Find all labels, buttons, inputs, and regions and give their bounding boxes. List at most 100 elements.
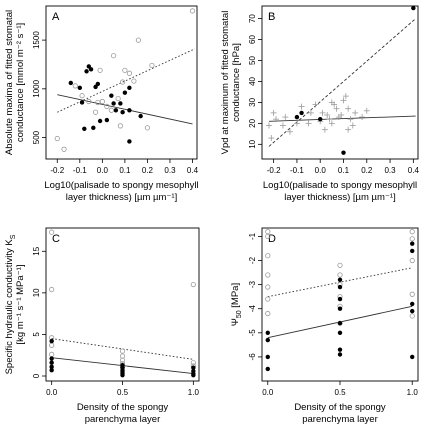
data-point-open	[61, 146, 67, 152]
x-tick-label: 0.2	[361, 166, 373, 175]
y-axis-label-text: conductance [mmol m⁻² s⁻¹]	[15, 23, 26, 142]
x-tick-label: 0.2	[142, 166, 154, 175]
data-point-cross	[307, 109, 314, 116]
data-point-open	[79, 93, 85, 99]
panel-label: A	[52, 11, 60, 23]
data-point-open	[189, 8, 196, 14]
data-point-filled	[410, 354, 415, 360]
fit-line-dotted	[267, 267, 413, 298]
x-tick-label: 0.5	[117, 388, 129, 397]
x-axis-label: Density of the spongy	[294, 402, 386, 413]
data-point-open	[149, 62, 155, 69]
data-point-filled	[337, 296, 343, 302]
data-point-cross	[286, 128, 293, 135]
data-point-cross	[345, 105, 352, 112]
y-tick-label: 10	[32, 288, 41, 297]
y-tick-label: 10	[248, 139, 257, 148]
data-point-cross	[298, 103, 305, 110]
y-tick-label: 40	[248, 76, 257, 85]
y-tick-label: -5	[248, 329, 257, 337]
data-point-open	[265, 296, 271, 302]
x-tick-label: -0.2	[50, 166, 64, 175]
data-point-open	[119, 357, 126, 363]
data-point-cross	[272, 116, 279, 123]
y-tick-label: -6	[248, 353, 257, 361]
data-point-filled	[337, 284, 343, 290]
data-point-open	[409, 236, 415, 242]
data-point-filled	[337, 352, 343, 357]
x-tick-label: 1.0	[188, 388, 200, 397]
data-point-filled	[104, 117, 110, 123]
data-point-cross	[349, 122, 356, 129]
data-point-cross	[338, 111, 345, 118]
y-tick-label: 1500	[32, 31, 41, 49]
y-tick-label: 60	[248, 35, 257, 44]
data-point-filled	[118, 101, 123, 106]
x-tick-label: 0.0	[46, 388, 58, 397]
data-point-open	[86, 98, 92, 105]
y-axis-label-text: Vpd at maximum of fitted stomatal	[220, 11, 231, 155]
data-point-filled	[337, 306, 343, 311]
data-point-filled	[294, 114, 300, 120]
data-point-filled	[120, 372, 125, 378]
data-point-filled	[49, 360, 54, 365]
data-point-open	[92, 109, 99, 115]
y-tick-label: 70	[248, 14, 257, 23]
data-point-open	[337, 272, 343, 278]
fit-line-dashed	[268, 18, 416, 147]
plot-frame	[45, 5, 198, 160]
data-point-open	[265, 284, 271, 290]
data-point-open	[337, 262, 343, 268]
y-axis-label: Ψ50 [MPa]	[230, 283, 243, 326]
panel-a: A -0.2 -0.1 0.0 0.1 0.2 0.3 0.4 500 1000 1500 Log10…	[4, 5, 199, 203]
data-point-cross	[321, 126, 328, 133]
data-point-filled	[410, 301, 415, 307]
data-point-filled	[97, 118, 103, 124]
x-tick-label: -0.1	[290, 166, 304, 175]
data-point-cross	[326, 116, 333, 123]
x-tick-label: 0.5	[334, 388, 346, 397]
data-point-open	[111, 53, 117, 59]
panel-label: D	[268, 233, 276, 245]
data-point-cross	[324, 111, 331, 118]
data-point-open	[54, 135, 60, 142]
fit-line-solid	[57, 94, 193, 125]
data-point-open	[49, 229, 55, 235]
data-point-filled	[49, 356, 54, 361]
x-tick-label: 0.3	[384, 166, 396, 175]
data-point-filled	[122, 90, 128, 95]
panel-label: C	[52, 233, 60, 245]
data-point-filled	[49, 367, 54, 373]
y-axis-label-text: [kg m⁻¹ s⁻¹ MPa⁻¹]	[15, 265, 26, 345]
y-tick-label: 20	[248, 118, 257, 127]
data-point-open	[104, 103, 110, 109]
y-axis-label-text: Absolute maxima of fitted stomatal	[4, 10, 15, 155]
data-point-cross	[265, 122, 272, 129]
data-point-open	[409, 229, 415, 235]
y-axis-label-text: Specific hydraulic conductivity K	[4, 239, 15, 375]
y-axis-label: Vpd at maximum of fitted stomatal	[220, 11, 231, 155]
data-point-cross	[342, 93, 349, 100]
data-point-open	[108, 107, 114, 113]
data-point-filled	[341, 150, 346, 155]
data-point-open	[409, 313, 415, 319]
data-point-filled	[337, 347, 343, 352]
panel-b: B -0.2 -0.1 0.0 0.1 0.2 0.3 0.4 10 20 30 40 50 60 70 Lo…	[220, 5, 419, 203]
y-tick-label: 1000	[32, 79, 41, 97]
y-tick-label: 500	[32, 130, 41, 144]
data-point-open	[122, 67, 128, 73]
y-axis-label: Absolute maxima of fitted stomatal	[4, 10, 15, 155]
x-tick-label: 1.0	[407, 388, 419, 397]
data-point-open	[95, 99, 101, 106]
data-point-open	[409, 291, 415, 297]
data-point-filled	[411, 5, 416, 11]
data-point-cross	[345, 126, 352, 133]
data-point-filled	[109, 93, 114, 98]
data-point-open	[265, 229, 271, 235]
data-point-filled	[111, 101, 116, 106]
data-point-open	[97, 67, 103, 73]
y-axis-label-subscript: 50	[236, 310, 243, 318]
data-point-filled	[95, 81, 101, 87]
data-point-cross	[268, 135, 275, 142]
data-point-filled	[84, 69, 89, 74]
